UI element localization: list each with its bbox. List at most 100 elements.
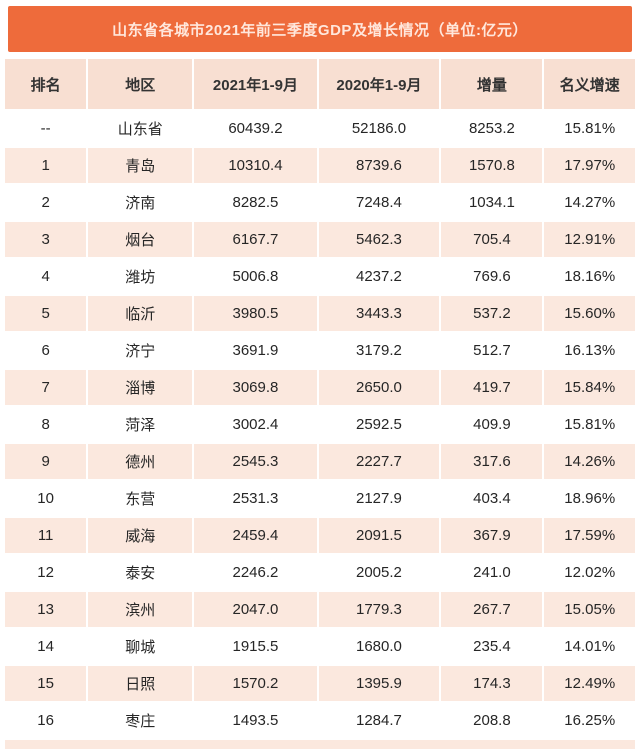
- gdp-2021-cell: 2545.3: [194, 444, 317, 479]
- rank-cell: 8: [5, 407, 87, 442]
- gdp-2021-cell: 6167.7: [194, 222, 317, 257]
- gdp-2020-cell: 2005.2: [318, 555, 440, 590]
- increment-cell: 769.6: [441, 259, 543, 294]
- region-cell: 日照: [88, 666, 193, 701]
- increment-cell: 8253.2: [441, 111, 543, 146]
- table-row: 1 青岛 10310.4 8739.6 1570.8 17.97%: [5, 148, 635, 183]
- gdp-2021-cell: 2459.4: [194, 518, 317, 553]
- growth-rate-cell: 16.13%: [544, 333, 635, 368]
- rank-cell: 16: [5, 703, 87, 738]
- growth-rate-cell: 12.02%: [544, 555, 635, 590]
- gdp-2021-cell: 3691.9: [194, 333, 317, 368]
- table-row: 2 济南 8282.5 7248.4 1034.1 14.27%: [5, 185, 635, 220]
- growth-rate-cell: 14.01%: [544, 629, 635, 664]
- column-header-growth: 名义增速: [544, 59, 635, 109]
- region-cell: 德州: [88, 444, 193, 479]
- gdp-2021-cell: 1915.5: [194, 629, 317, 664]
- increment-cell: 241.0: [441, 555, 543, 590]
- table-row: 16 枣庄 1493.5 1284.7 208.8 16.25%: [5, 703, 635, 738]
- gdp-2021-cell: 10310.4: [194, 148, 317, 183]
- growth-rate-cell: 15.84%: [544, 370, 635, 405]
- growth-rate-cell: 12.49%: [544, 666, 635, 701]
- gdp-2020-cell: 7248.4: [318, 185, 440, 220]
- gdp-2021-cell: 5006.8: [194, 259, 317, 294]
- rank-cell: 10: [5, 481, 87, 516]
- page-title: 山东省各城市2021年前三季度GDP及增长情况（单位:亿元）: [112, 21, 528, 39]
- rank-cell: 9: [5, 444, 87, 479]
- gdp-2020-cell: 8739.6: [318, 148, 440, 183]
- rank-cell: 13: [5, 592, 87, 627]
- rank-cell: 7: [5, 370, 87, 405]
- increment-cell: 419.7: [441, 370, 543, 405]
- region-cell: 菏泽: [88, 407, 193, 442]
- increment-cell: 267.7: [441, 592, 543, 627]
- column-header-increment: 增量: [441, 59, 543, 109]
- rank-cell: 2: [5, 185, 87, 220]
- gdp-2021-cell: 3069.8: [194, 370, 317, 405]
- gdp-2020-cell: 52186.0: [318, 111, 440, 146]
- increment-cell: 1034.1: [441, 185, 543, 220]
- table-row: 11 威海 2459.4 2091.5 367.9 17.59%: [5, 518, 635, 553]
- header-row: 排名 地区 2021年1-9月 2020年1-9月 增量 名义增速: [5, 59, 635, 109]
- rank-cell: --: [5, 111, 87, 146]
- table-row: 13 滨州 2047.0 1779.3 267.7 15.05%: [5, 592, 635, 627]
- gdp-2021-cell: 60439.2: [194, 111, 317, 146]
- gdp-2020-cell: 3179.2: [318, 333, 440, 368]
- increment-cell: 705.4: [441, 222, 543, 257]
- gdp-2020-cell: 4237.2: [318, 259, 440, 294]
- region-cell: 枣庄: [88, 703, 193, 738]
- increment-cell: 208.8: [441, 703, 543, 738]
- growth-rate-cell: 15.05%: [544, 592, 635, 627]
- gdp-2021-cell: 1493.5: [194, 703, 317, 738]
- gdp-2021-cell: 8282.5: [194, 185, 317, 220]
- growth-rate-cell: 18.16%: [544, 259, 635, 294]
- table-row: 7 淄博 3069.8 2650.0 419.7 15.84%: [5, 370, 635, 405]
- region-cell: 淄博: [88, 370, 193, 405]
- gdp-2020-cell: 1284.7: [318, 703, 440, 738]
- gdp-2021-cell: 3002.4: [194, 407, 317, 442]
- increment-cell: 403.4: [441, 481, 543, 516]
- region-cell: 滨州: [88, 592, 193, 627]
- increment-cell: 317.6: [441, 444, 543, 479]
- gdp-2020-cell: 1680.0: [318, 629, 440, 664]
- region-cell: 青岛: [88, 148, 193, 183]
- rank-cell: 1: [5, 148, 87, 183]
- rank-cell: 3: [5, 222, 87, 257]
- title-banner: 山东省各城市2021年前三季度GDP及增长情况（单位:亿元）: [8, 6, 632, 52]
- region-cell: 烟台: [88, 222, 193, 257]
- gdp-2020-cell: 1779.3: [318, 592, 440, 627]
- table-row: 10 东营 2531.3 2127.9 403.4 18.96%: [5, 481, 635, 516]
- growth-rate-cell: 18.96%: [544, 481, 635, 516]
- table-row: 6 济宁 3691.9 3179.2 512.7 16.13%: [5, 333, 635, 368]
- gdp-2020-cell: 2127.9: [318, 481, 440, 516]
- partial-next-row-sliver: [5, 740, 635, 749]
- gdp-2021-cell: 3980.5: [194, 296, 317, 331]
- region-cell: 济宁: [88, 333, 193, 368]
- gdp-2020-cell: 2227.7: [318, 444, 440, 479]
- increment-cell: 1570.8: [441, 148, 543, 183]
- growth-rate-cell: 15.81%: [544, 407, 635, 442]
- increment-cell: 512.7: [441, 333, 543, 368]
- growth-rate-cell: 12.91%: [544, 222, 635, 257]
- gdp-2020-cell: 2592.5: [318, 407, 440, 442]
- table-row: 5 临沂 3980.5 3443.3 537.2 15.60%: [5, 296, 635, 331]
- rank-cell: 11: [5, 518, 87, 553]
- increment-cell: 174.3: [441, 666, 543, 701]
- gdp-2020-cell: 1395.9: [318, 666, 440, 701]
- gdp-2021-cell: 1570.2: [194, 666, 317, 701]
- table-row: 4 潍坊 5006.8 4237.2 769.6 18.16%: [5, 259, 635, 294]
- growth-rate-cell: 15.60%: [544, 296, 635, 331]
- region-cell: 东营: [88, 481, 193, 516]
- region-cell: 山东省: [88, 111, 193, 146]
- region-cell: 临沂: [88, 296, 193, 331]
- table-row: 3 烟台 6167.7 5462.3 705.4 12.91%: [5, 222, 635, 257]
- growth-rate-cell: 17.59%: [544, 518, 635, 553]
- table-row: 8 菏泽 3002.4 2592.5 409.9 15.81%: [5, 407, 635, 442]
- table-row: 12 泰安 2246.2 2005.2 241.0 12.02%: [5, 555, 635, 590]
- region-cell: 潍坊: [88, 259, 193, 294]
- growth-rate-cell: 16.25%: [544, 703, 635, 738]
- rank-cell: 15: [5, 666, 87, 701]
- region-cell: 聊城: [88, 629, 193, 664]
- region-cell: 济南: [88, 185, 193, 220]
- growth-rate-cell: 14.26%: [544, 444, 635, 479]
